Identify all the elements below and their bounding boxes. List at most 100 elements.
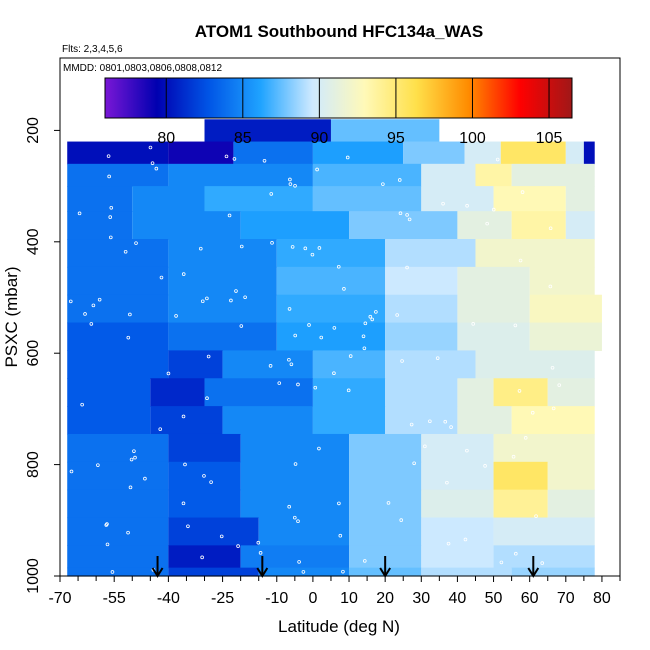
sample-marker	[288, 177, 292, 182]
heatmap-cell	[475, 239, 595, 268]
x-tick-label: 10	[340, 590, 358, 607]
heatmap-cell	[240, 211, 350, 240]
heatmap-cell	[233, 141, 313, 165]
sample-marker	[296, 382, 300, 387]
heatmap-cell	[330, 119, 440, 143]
heatmap-cell	[421, 433, 494, 463]
sample-marker	[495, 157, 500, 162]
sample-marker	[548, 284, 553, 289]
sample-marker	[370, 317, 375, 322]
sample-marker	[148, 145, 153, 150]
heatmap-cell	[421, 545, 494, 569]
heatmap-cell	[385, 406, 458, 435]
sample-marker	[105, 542, 110, 547]
heatmap-cell	[150, 406, 223, 435]
sample-marker	[445, 480, 449, 485]
sample-marker	[346, 388, 351, 393]
x-tick-label: -70	[48, 590, 71, 607]
heatmap-cell	[67, 322, 169, 352]
x-tick-label: 50	[485, 590, 503, 607]
heatmap-cell	[464, 141, 501, 165]
sample-marker	[239, 244, 244, 249]
sample-marker	[317, 446, 321, 451]
sample-marker	[205, 396, 209, 400]
heatmap-cell	[312, 378, 386, 407]
sample-marker	[530, 410, 535, 415]
sample-marker	[441, 201, 445, 206]
sample-marker	[206, 354, 211, 359]
heatmap-cell	[312, 141, 404, 165]
x-tick-label: -10	[265, 590, 288, 607]
sample-marker	[534, 514, 538, 518]
colorbar-tick-label: 85	[234, 130, 252, 147]
sample-marker	[236, 544, 240, 548]
sample-marker	[338, 533, 343, 538]
x-tick-label: 30	[412, 590, 430, 607]
heatmap-cell	[67, 567, 169, 577]
sample-marker	[348, 354, 353, 358]
y-axis: 200 400 600 800 1000	[25, 58, 61, 594]
sample-marker	[400, 359, 404, 363]
sample-marker	[143, 476, 147, 481]
sample-marker	[77, 211, 82, 216]
sample-marker	[336, 264, 341, 269]
sample-marker	[463, 537, 468, 542]
sample-marker	[485, 221, 489, 226]
sample-marker	[110, 570, 115, 574]
heatmap-cell	[457, 406, 512, 435]
heatmap-cell	[385, 378, 458, 407]
chart-subtitle-flights: Flts: 2,3,4,5,6	[62, 44, 123, 55]
profile-arrow	[256, 556, 269, 578]
heatmap-cell	[493, 545, 595, 569]
sample-marker	[202, 474, 206, 478]
heatmap-cell	[421, 186, 494, 212]
heatmap-cell	[67, 239, 169, 268]
sample-marker	[258, 551, 263, 555]
heatmap-cell	[457, 378, 494, 407]
sample-marker	[227, 213, 232, 218]
heatmap-cell	[565, 141, 584, 165]
heatmap-cell	[240, 489, 350, 519]
sample-marker	[181, 501, 186, 506]
heatmap-cell	[67, 433, 169, 463]
heatmap-cell	[168, 461, 241, 491]
heatmap-cell	[168, 517, 259, 546]
sample-marker	[315, 167, 319, 172]
sample-marker	[106, 154, 111, 158]
heatmap-cell	[168, 266, 277, 296]
heatmap-cell	[204, 119, 331, 143]
heatmap-cell	[276, 239, 386, 268]
sample-marker	[386, 501, 391, 505]
sample-marker	[398, 211, 403, 216]
sample-marker	[317, 246, 322, 250]
sample-marker	[158, 427, 163, 431]
heatmap-cell	[457, 266, 530, 296]
sample-marker	[128, 485, 133, 490]
heatmap-cell	[222, 350, 313, 379]
sample-marker	[491, 207, 496, 212]
heatmap-layer	[67, 119, 602, 577]
x-axis: -70 -55 -40 -25 -10 0 10 20 30 40 50 60 70 80	[48, 575, 621, 607]
sample-marker	[108, 215, 113, 219]
y-tick-label: 400	[25, 228, 42, 255]
heatmap-cell	[547, 461, 595, 491]
sample-marker	[409, 422, 414, 427]
sample-marker	[313, 385, 318, 390]
sample-marker	[181, 272, 186, 276]
sample-marker	[109, 206, 114, 210]
heatmap-cell	[168, 433, 241, 463]
heatmap-cell	[240, 433, 350, 463]
heatmap-cell	[204, 378, 313, 407]
sample-marker	[229, 298, 233, 303]
sample-marker	[296, 519, 300, 524]
sample-marker	[345, 155, 350, 160]
heatmap-cell	[349, 433, 422, 463]
heatmap-cell	[168, 163, 313, 187]
sample-marker	[270, 241, 274, 245]
heatmap-cell	[421, 517, 494, 546]
colorbar-tick-label: 80	[157, 130, 175, 147]
heatmap-cell	[312, 186, 422, 212]
heatmap-cell	[421, 567, 512, 577]
sample-marker	[83, 312, 87, 316]
heatmap-cell	[421, 163, 476, 187]
